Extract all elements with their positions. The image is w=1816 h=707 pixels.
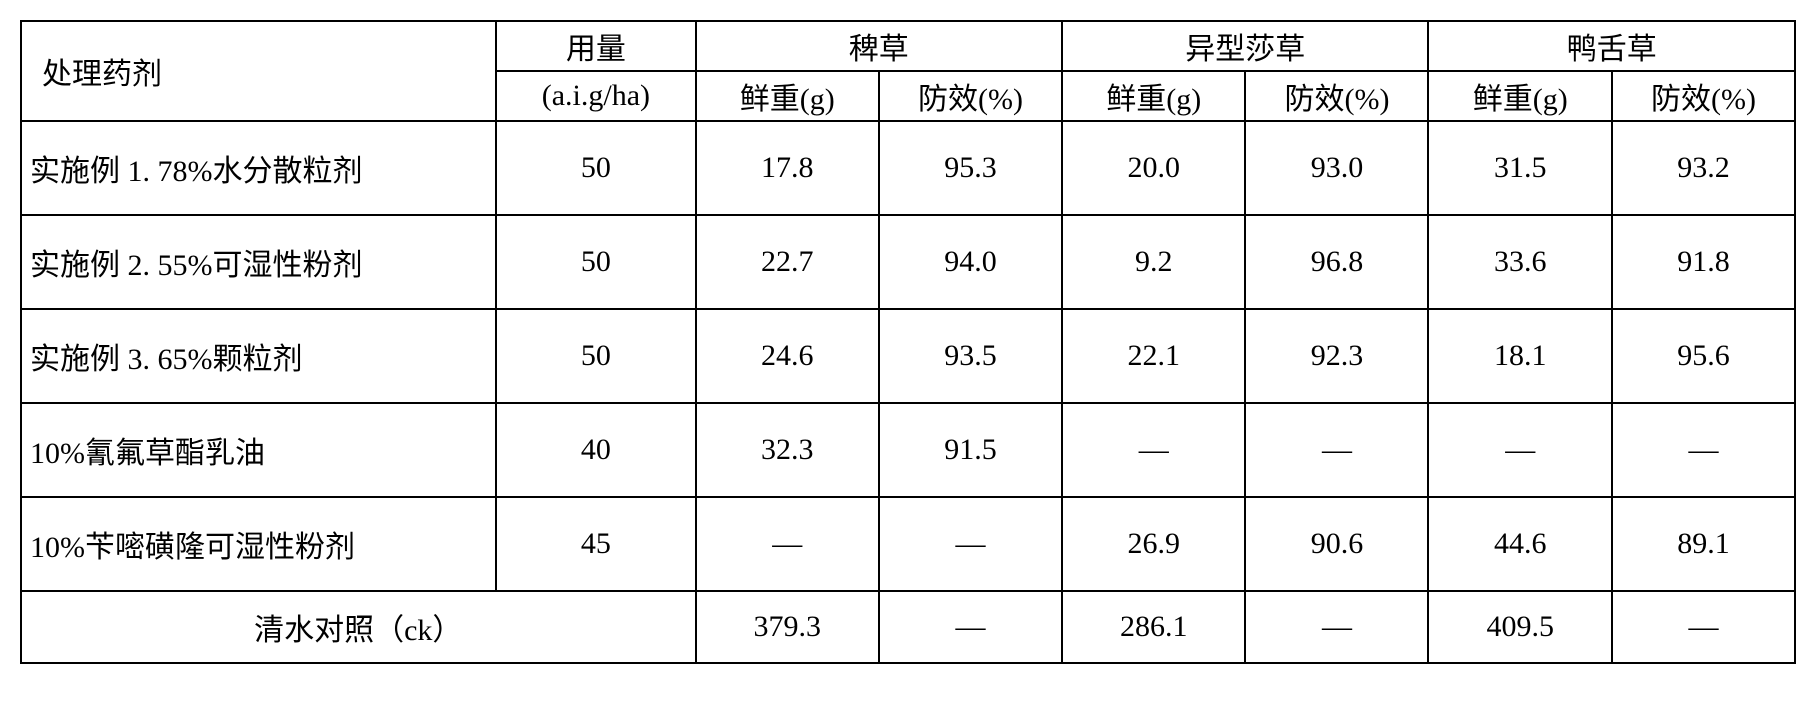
- cell-g3-efficacy: 93.2: [1612, 121, 1795, 215]
- footer-g2-efficacy: —: [1245, 591, 1428, 663]
- header-row-1: 处理药剂 用量 稗草 异型莎草 鸭舌草: [21, 21, 1795, 71]
- table-body: 实施例 1. 78%水分散粒剂 50 17.8 95.3 20.0 93.0 3…: [21, 121, 1795, 663]
- header-g2-weight: 鲜重(g): [1062, 71, 1245, 121]
- cell-g1-efficacy: 95.3: [879, 121, 1062, 215]
- footer-g3-weight: 409.5: [1428, 591, 1611, 663]
- cell-dosage: 50: [496, 215, 695, 309]
- cell-g2-weight: 26.9: [1062, 497, 1245, 591]
- cell-g3-efficacy: 95.6: [1612, 309, 1795, 403]
- footer-g3-efficacy: —: [1612, 591, 1795, 663]
- table-header: 处理药剂 用量 稗草 异型莎草 鸭舌草 (a.i.g/ha) 鲜重(g) 防效(…: [21, 21, 1795, 121]
- cell-treatment: 10%氰氟草酯乳油: [21, 403, 496, 497]
- table-row: 10%苄嘧磺隆可湿性粉剂 45 — — 26.9 90.6 44.6 89.1: [21, 497, 1795, 591]
- cell-treatment: 实施例 2. 55%可湿性粉剂: [21, 215, 496, 309]
- cell-g1-efficacy: 93.5: [879, 309, 1062, 403]
- cell-g2-weight: 9.2: [1062, 215, 1245, 309]
- footer-label: 清水对照（ck）: [21, 591, 696, 663]
- cell-g2-weight: 20.0: [1062, 121, 1245, 215]
- cell-g3-efficacy: 91.8: [1612, 215, 1795, 309]
- table-row: 实施例 1. 78%水分散粒剂 50 17.8 95.3 20.0 93.0 3…: [21, 121, 1795, 215]
- footer-g2-weight: 286.1: [1062, 591, 1245, 663]
- header-g1-weight: 鲜重(g): [696, 71, 879, 121]
- cell-dosage: 50: [496, 121, 695, 215]
- header-group1: 稗草: [696, 21, 1062, 71]
- cell-g2-efficacy: 96.8: [1245, 215, 1428, 309]
- table-row: 实施例 3. 65%颗粒剂 50 24.6 93.5 22.1 92.3 18.…: [21, 309, 1795, 403]
- header-group2: 异型莎草: [1062, 21, 1428, 71]
- cell-dosage: 50: [496, 309, 695, 403]
- cell-g2-weight: 22.1: [1062, 309, 1245, 403]
- cell-g1-weight: 32.3: [696, 403, 879, 497]
- header-g2-efficacy: 防效(%): [1245, 71, 1428, 121]
- header-g1-efficacy: 防效(%): [879, 71, 1062, 121]
- cell-g2-efficacy: 92.3: [1245, 309, 1428, 403]
- cell-g1-efficacy: 91.5: [879, 403, 1062, 497]
- cell-treatment: 实施例 3. 65%颗粒剂: [21, 309, 496, 403]
- table-row: 10%氰氟草酯乳油 40 32.3 91.5 — — — —: [21, 403, 1795, 497]
- cell-g2-efficacy: 93.0: [1245, 121, 1428, 215]
- cell-g1-efficacy: —: [879, 497, 1062, 591]
- header-dosage-unit: (a.i.g/ha): [496, 71, 695, 121]
- cell-g1-weight: —: [696, 497, 879, 591]
- cell-g3-weight: —: [1428, 403, 1611, 497]
- cell-g1-weight: 24.6: [696, 309, 879, 403]
- cell-g2-efficacy: 90.6: [1245, 497, 1428, 591]
- cell-g3-weight: 31.5: [1428, 121, 1611, 215]
- cell-treatment: 10%苄嘧磺隆可湿性粉剂: [21, 497, 496, 591]
- table-footer-row: 清水对照（ck） 379.3 — 286.1 — 409.5 —: [21, 591, 1795, 663]
- footer-g1-weight: 379.3: [696, 591, 879, 663]
- header-treatment: 处理药剂: [21, 21, 496, 121]
- cell-g3-efficacy: 89.1: [1612, 497, 1795, 591]
- cell-g1-weight: 22.7: [696, 215, 879, 309]
- header-group3: 鸭舌草: [1428, 21, 1795, 71]
- data-table: 处理药剂 用量 稗草 异型莎草 鸭舌草 (a.i.g/ha) 鲜重(g) 防效(…: [20, 20, 1796, 664]
- cell-dosage: 40: [496, 403, 695, 497]
- cell-g1-weight: 17.8: [696, 121, 879, 215]
- cell-g3-weight: 33.6: [1428, 215, 1611, 309]
- cell-dosage: 45: [496, 497, 695, 591]
- header-g3-weight: 鲜重(g): [1428, 71, 1611, 121]
- cell-g3-weight: 44.6: [1428, 497, 1611, 591]
- header-dosage: 用量: [496, 21, 695, 71]
- cell-g1-efficacy: 94.0: [879, 215, 1062, 309]
- cell-treatment: 实施例 1. 78%水分散粒剂: [21, 121, 496, 215]
- cell-g3-efficacy: —: [1612, 403, 1795, 497]
- cell-g3-weight: 18.1: [1428, 309, 1611, 403]
- table-row: 实施例 2. 55%可湿性粉剂 50 22.7 94.0 9.2 96.8 33…: [21, 215, 1795, 309]
- cell-g2-efficacy: —: [1245, 403, 1428, 497]
- cell-g2-weight: —: [1062, 403, 1245, 497]
- header-g3-efficacy: 防效(%): [1612, 71, 1795, 121]
- footer-g1-efficacy: —: [879, 591, 1062, 663]
